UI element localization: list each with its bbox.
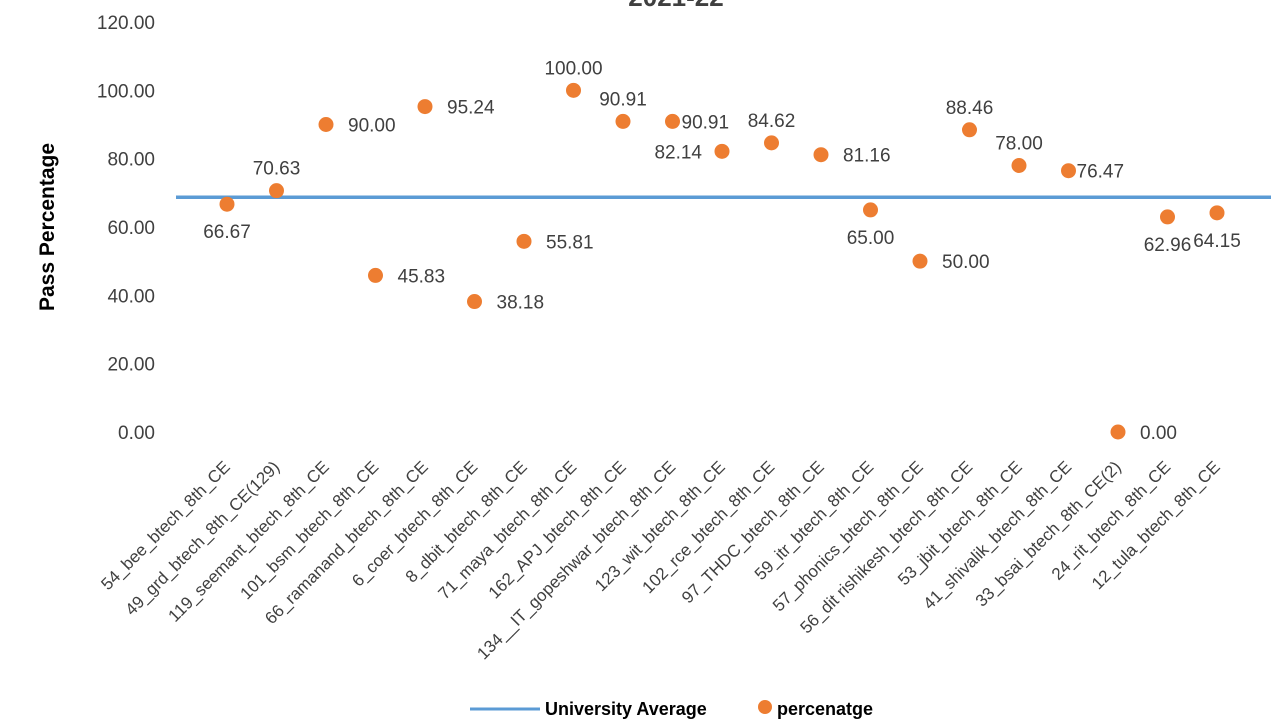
data-label: 95.24 — [447, 98, 495, 119]
data-point — [813, 147, 829, 163]
data-point — [912, 253, 928, 269]
data-label: 81.16 — [843, 146, 891, 167]
data-points — [219, 82, 1225, 440]
legend: University Average percenatge — [470, 699, 873, 719]
data-point — [714, 143, 730, 159]
data-label: 50.00 — [942, 252, 990, 273]
data-point — [863, 202, 878, 218]
data-label: 62.96 — [1144, 235, 1192, 256]
data-label: 88.46 — [946, 98, 994, 119]
data-point — [318, 117, 334, 132]
data-point — [764, 135, 779, 151]
data-label: 45.83 — [398, 266, 446, 287]
y-axis-ticks: 0.00 20.00 40.00 60.00 80.00 100.00 120.00 — [97, 13, 155, 444]
y-tick-label: 40.00 — [107, 286, 155, 307]
data-point — [1061, 163, 1076, 179]
data-point — [269, 183, 284, 199]
data-label: 78.00 — [995, 134, 1043, 155]
data-point — [615, 113, 631, 129]
data-label: 90.91 — [599, 89, 647, 110]
y-tick-label: 0.00 — [118, 423, 155, 444]
y-tick-label: 60.00 — [107, 218, 155, 239]
data-label: 0.00 — [1140, 423, 1177, 444]
x-axis-labels: 54_bee_btech_8th_CE49_grd_btech_8th_CE(1… — [97, 457, 1223, 663]
y-tick-label: 80.00 — [107, 150, 155, 171]
y-tick-label: 120.00 — [97, 13, 155, 34]
chart-title: 2021-22 — [628, 0, 723, 12]
data-point — [467, 294, 482, 310]
y-tick-label: 100.00 — [97, 81, 155, 102]
data-point — [566, 82, 581, 98]
y-tick-label: 20.00 — [107, 355, 155, 376]
data-labels: 66.67 70.63 90.00 45.83 95.24 38.18 55.81 100.0… — [203, 58, 1241, 444]
y-axis-title: Pass Percentage — [36, 143, 59, 311]
data-label: 55.81 — [546, 232, 594, 253]
data-point — [1209, 205, 1225, 221]
data-label: 100.00 — [544, 58, 602, 79]
data-label: 66.67 — [203, 222, 251, 243]
data-label: 82.14 — [654, 142, 702, 163]
data-label: 84.62 — [748, 111, 796, 132]
data-point — [665, 113, 680, 129]
data-label: 76.47 — [1077, 162, 1125, 183]
data-label: 90.91 — [682, 112, 730, 133]
data-label: 70.63 — [253, 159, 301, 180]
data-label: 64.15 — [1193, 231, 1241, 252]
data-point — [219, 196, 235, 212]
data-point — [516, 233, 532, 249]
data-point — [417, 99, 433, 115]
data-point — [368, 267, 383, 283]
data-point — [1160, 209, 1175, 225]
data-label: 38.18 — [497, 293, 545, 314]
data-label: 90.00 — [348, 116, 396, 137]
data-label: 65.00 — [847, 228, 895, 249]
legend-label-percenatge: percenatge — [777, 699, 873, 719]
data-point — [1110, 424, 1126, 440]
legend-label-university-average: University Average — [545, 699, 707, 719]
data-point — [962, 122, 977, 138]
legend-marker-swatch — [758, 700, 772, 714]
data-point — [1011, 158, 1027, 173]
